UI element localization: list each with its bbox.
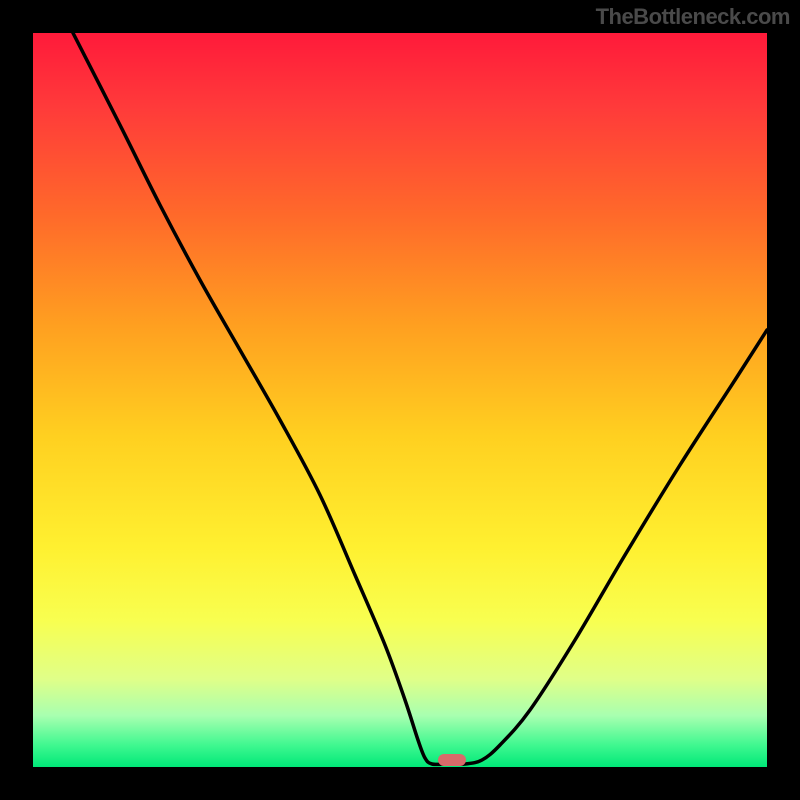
minimum-marker — [438, 754, 466, 766]
chart-background-gradient — [33, 33, 767, 767]
watermark-text: TheBottleneck.com — [596, 4, 790, 30]
bottleneck-chart — [0, 0, 800, 800]
